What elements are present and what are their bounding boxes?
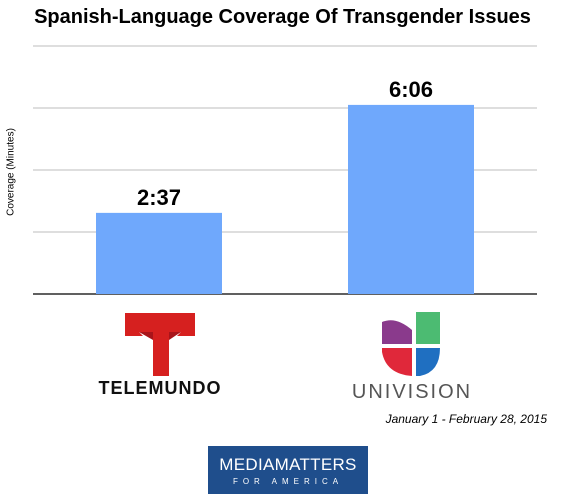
media-matters-wordmark: MEDIAMATTERS [219,455,357,474]
data-labels: 2:37 6:06 [137,77,433,210]
date-range-note: January 1 - February 28, 2015 [385,412,547,426]
univision-u-icon [382,312,440,376]
media-matters-tagline: FOR AMERICA [232,477,344,486]
data-label-univision: 6:06 [389,77,433,102]
media-matters-logo: MEDIAMATTERS FOR AMERICA [208,446,368,494]
telemundo-wordmark: TELEMUNDO [99,378,222,398]
chart-title: Spanish-Language Coverage Of Transgender… [34,6,531,28]
univision-wordmark: UNIVISION [352,381,472,403]
data-label-telemundo: 2:37 [137,185,181,210]
telemundo-t-icon [125,313,195,376]
y-axis-label-text: Coverage (Minutes) [5,128,17,216]
bars [96,104,474,295]
univision-logo: UNIVISION [352,312,472,403]
telemundo-logo: TELEMUNDO [99,313,222,398]
bar-univision [348,104,474,295]
bar-telemundo [96,212,222,294]
